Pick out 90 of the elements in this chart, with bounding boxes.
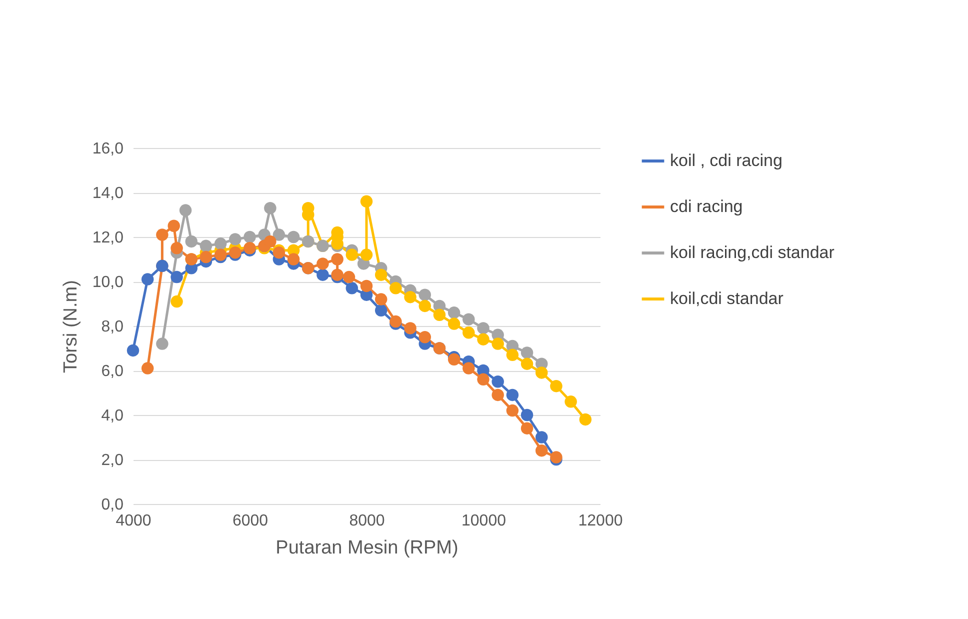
legend-label: koil,cdi standar — [670, 289, 784, 308]
point — [492, 338, 504, 350]
point — [418, 300, 431, 312]
x-axis-title: Putaran Mesin (RPM) — [276, 538, 458, 558]
point — [156, 338, 168, 350]
point — [156, 228, 168, 241]
y-axis-title: Torsi (N.m) — [60, 280, 82, 373]
point — [550, 380, 562, 392]
point — [418, 288, 431, 301]
point — [374, 293, 388, 306]
point — [404, 322, 416, 334]
point — [200, 240, 212, 252]
point — [126, 344, 140, 357]
point — [462, 362, 475, 374]
x-tick-label: 8000 — [349, 512, 385, 530]
point — [536, 366, 548, 379]
point — [214, 238, 227, 250]
point — [141, 362, 154, 374]
point — [316, 268, 329, 281]
y-tick-label: 4,0 — [101, 408, 124, 424]
point — [520, 346, 534, 359]
point — [229, 246, 242, 259]
legend-label: cdi racing — [670, 197, 743, 216]
point — [492, 388, 504, 402]
point — [179, 204, 192, 216]
point — [264, 235, 276, 248]
point — [448, 306, 460, 319]
x-tick-label: 6000 — [232, 512, 268, 530]
point — [346, 248, 358, 261]
point — [506, 404, 519, 417]
y-tick-label: 12,0 — [92, 230, 124, 246]
point — [520, 358, 534, 370]
point — [342, 270, 356, 284]
point — [374, 268, 388, 281]
point — [360, 195, 373, 208]
point — [506, 388, 519, 402]
legend-label: koil racing,cdi standar — [670, 243, 835, 262]
point — [492, 376, 504, 388]
x-tick-label: 10000 — [462, 512, 506, 530]
point — [477, 333, 490, 346]
x-tick-label: 12000 — [578, 512, 623, 530]
y-tick-label: 8,0 — [101, 318, 124, 336]
point — [506, 348, 519, 362]
point — [168, 220, 180, 232]
point — [477, 322, 490, 334]
point — [346, 282, 358, 294]
point — [404, 290, 416, 304]
point — [331, 268, 344, 281]
y-tick-label: 10,0 — [92, 274, 124, 291]
point — [316, 258, 329, 270]
point — [244, 230, 256, 244]
point — [520, 422, 534, 434]
point — [477, 373, 490, 386]
y-tick-label: 2,0 — [101, 452, 124, 469]
point — [550, 451, 562, 464]
point — [418, 331, 431, 344]
point — [520, 408, 534, 422]
point — [272, 246, 286, 259]
point — [200, 250, 212, 264]
y-tick-label: 16,0 — [92, 140, 124, 158]
legend-label: koil , cdi racing — [670, 151, 782, 170]
point — [287, 230, 300, 244]
y-tick-label: 0,0 — [101, 496, 124, 514]
point — [331, 253, 344, 266]
point — [287, 253, 300, 266]
point — [214, 248, 227, 261]
point — [448, 318, 460, 330]
point — [360, 280, 373, 292]
point — [462, 326, 475, 339]
point — [170, 242, 183, 254]
point — [272, 228, 286, 241]
point — [462, 313, 475, 326]
point — [264, 202, 276, 214]
point — [170, 295, 183, 308]
point — [536, 444, 548, 457]
point — [374, 304, 388, 317]
point — [564, 396, 577, 408]
point — [170, 270, 183, 284]
y-tick-label: 6,0 — [101, 363, 124, 380]
point — [141, 273, 154, 286]
y-tick-label: 14,0 — [92, 185, 124, 202]
point — [433, 308, 446, 321]
x-tick-label: 4000 — [116, 512, 152, 530]
point — [390, 315, 402, 328]
point — [579, 413, 592, 426]
point — [536, 431, 548, 444]
point — [229, 233, 242, 246]
point — [390, 282, 402, 294]
point — [360, 248, 373, 261]
point — [185, 235, 198, 248]
